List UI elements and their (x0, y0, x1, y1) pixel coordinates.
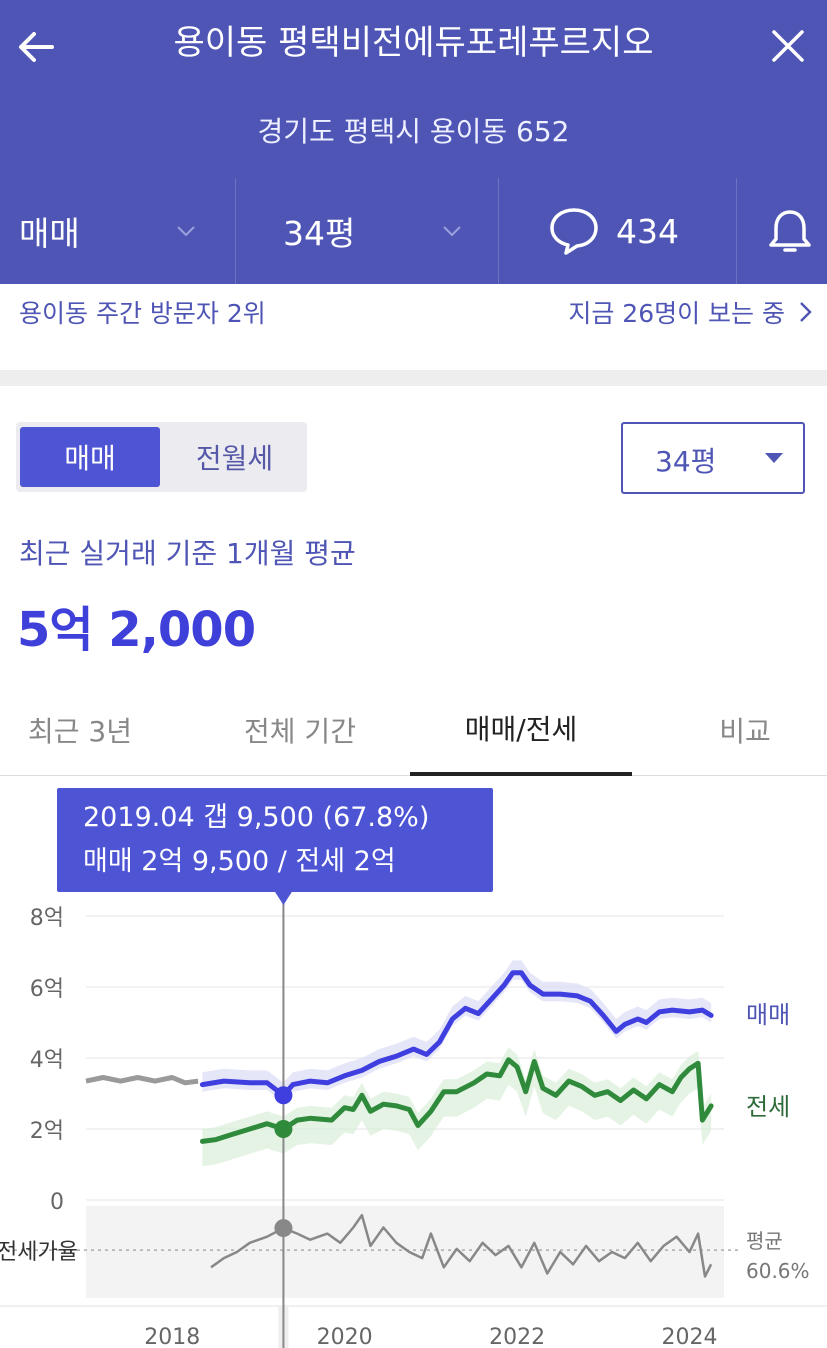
size-label: 34평 (283, 214, 356, 253)
arrow-left-icon[interactable] (14, 24, 60, 70)
average-label: 최근 실거래 기준 1개월 평균 (19, 537, 356, 570)
alarm-button[interactable] (766, 178, 816, 284)
tooltip-price-line: 매매 2억 9,500 / 전세 2억 (83, 846, 396, 877)
average-label: 평균 (746, 1229, 783, 1253)
y-tick-label: 4억 (30, 1048, 64, 1073)
tooltip-gap-line: 2019.04 갭 9,500 (67.8%) (83, 802, 430, 833)
address-text: 경기도 평택시 용이동 652 (257, 115, 570, 148)
x-tick-label: 2020 (317, 1325, 373, 1348)
period-tabs: 최근 3년 전체 기간 매매/전세 비교 (0, 684, 827, 776)
visitor-rank: 용이동 주간 방문자 2위 (19, 299, 266, 328)
divider (736, 178, 737, 284)
deal-segment-control: 매매 전월세 (16, 422, 307, 492)
y-tick-label: 6억 (30, 977, 64, 1002)
divider (235, 178, 236, 284)
size-select[interactable]: 34평 (621, 422, 805, 494)
tooltip-pointer (274, 891, 293, 905)
history-series-line (85, 1075, 199, 1086)
deal-type-label: 매매 (19, 214, 80, 253)
tab-recent-3y[interactable]: 최근 3년 (28, 715, 132, 748)
ratio-selected-point (274, 1219, 293, 1238)
ratio-band (86, 1206, 724, 1298)
tab-all-period[interactable]: 전체 기간 (244, 715, 356, 748)
close-icon[interactable] (766, 24, 810, 68)
page-title: 용이동 평택비전에듀포레푸르지오 (173, 23, 654, 63)
segment-rent[interactable]: 전월세 (195, 442, 274, 475)
ratio-label: 전세가율 (0, 1240, 78, 1265)
size-dropdown[interactable]: 34평 (283, 178, 483, 284)
segment-sale[interactable]: 매매 (20, 427, 160, 487)
x-tick-label: 2018 (144, 1325, 200, 1348)
live-viewers-link[interactable]: 지금 26명이 보는 중 (568, 294, 813, 330)
x-tick-label: 2024 (662, 1325, 718, 1348)
jeonse-range-area (202, 1047, 712, 1167)
chevron-down-icon (177, 226, 195, 237)
sale-selected-point (274, 1086, 293, 1105)
jeonse-selected-point (274, 1120, 293, 1138)
triangle-down-icon (765, 453, 783, 463)
app-header: 용이동 평택비전에듀포레푸르지오 경기도 평택시 용이동 652 매매 34평 … (0, 0, 827, 284)
average-value: 60.6% (746, 1259, 810, 1283)
deal-type-dropdown[interactable]: 매매 (19, 178, 233, 284)
x-tick-label: 2022 (489, 1325, 545, 1348)
chart-tooltip: 2019.04 갭 9,500 (67.8%) 매매 2억 9,500 / 전세… (57, 788, 493, 892)
comment-count: 434 (616, 211, 679, 251)
section-divider (0, 370, 827, 386)
sale-series-line (199, 970, 714, 1098)
average-price: 5억 2,000 (17, 602, 256, 658)
bell-icon (769, 210, 811, 252)
y-tick-label: 8억 (30, 906, 64, 931)
jeonse-series-line (199, 1057, 714, 1144)
size-select-value: 34평 (655, 445, 717, 478)
comments-button[interactable]: 434 (548, 178, 718, 284)
tab-compare[interactable]: 비교 (719, 715, 771, 748)
live-viewers-text: 지금 26명이 보는 중 (568, 299, 785, 328)
y-tick-label: 0 (50, 1190, 64, 1215)
filter-bar: 매매 34평 434 (0, 178, 827, 284)
chevron-right-icon (800, 302, 812, 322)
tab-sale-jeonse[interactable]: 매매/전세 (410, 684, 632, 776)
divider (498, 178, 499, 284)
ratio-series-line (210, 1213, 713, 1278)
sale-series-label: 매매 (746, 1001, 790, 1029)
speech-bubble-icon (550, 208, 598, 255)
jeonse-series-label: 전세 (746, 1093, 790, 1121)
visitor-strip: 용이동 주간 방문자 2위 지금 26명이 보는 중 (0, 284, 827, 370)
y-tick-label: 2억 (30, 1119, 64, 1144)
chevron-down-icon (443, 226, 461, 237)
